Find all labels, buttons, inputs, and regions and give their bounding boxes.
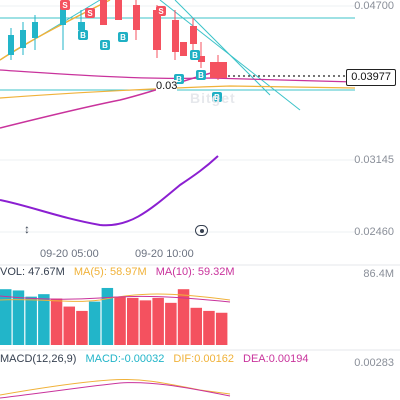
svg-text:B: B [120,33,126,42]
volume-bar [50,298,63,345]
watermark-logo: Bitget [190,90,236,106]
volume-ma10: MA(10): 59.32M [155,266,235,278]
time-label-2: 09-20 10:00 [135,248,194,260]
volume-bar [165,302,177,345]
price-label-top: 0.04700 [354,0,394,12]
volume-bar [12,290,25,345]
volume-bars [0,287,228,345]
volume-header: VOL: 47.67M MA(5): 58.97M MA(10): 59.32M [0,266,241,278]
volume-bar [215,312,228,345]
buy-marker[interactable]: B [190,50,200,60]
buy-marker[interactable]: B [78,30,88,40]
volume-bar [0,289,12,345]
macd-axis-label: 0.00283 [354,357,394,369]
svg-text:B: B [198,71,204,80]
svg-text:B: B [176,75,182,84]
volume-bar [203,310,215,345]
volume-bar [101,287,114,345]
volume-bar [190,307,202,345]
volume-value: VOL: 47.67M [0,266,65,278]
volume-bar [88,301,101,345]
sell-marker[interactable]: S [60,0,70,10]
indicator-curve [0,155,219,227]
svg-text:B: B [214,93,220,102]
svg-text:S: S [62,1,68,10]
macd-header: MACD(12,26,9) MACD:-0.00032 DIF:0.00162 … [0,353,314,365]
volume-bar [127,297,139,345]
volume-ma-lines [0,293,231,303]
svg-text:B: B [80,31,86,40]
svg-text:S: S [87,9,93,18]
macd-value: MACD:-0.00032 [85,353,165,365]
price-label-mid: 0.03145 [354,154,394,166]
candlesticks[interactable] [8,0,227,80]
sell-marker[interactable]: S [85,8,95,18]
volume-bar [177,289,190,345]
trend-lines[interactable] [0,0,355,111]
volume-bar [152,297,164,345]
volume-bar [25,296,37,345]
sell-marker[interactable]: S [156,6,166,16]
buy-marker[interactable]: B [212,92,222,102]
macd-plot [0,379,231,399]
trade-markers[interactable]: S S S B B B B B [60,0,222,102]
drag-vertical-icon[interactable]: ↕ [24,222,30,236]
price-label-low: 0.02460 [354,226,394,238]
volume-bar [139,300,152,345]
svg-text:B: B [192,51,198,60]
grid-lines [0,5,400,351]
buy-marker[interactable]: B [118,32,128,42]
volume-bar [63,306,75,345]
eye-icon[interactable] [195,225,208,236]
buy-marker[interactable]: B [100,40,110,50]
volume-bar [114,296,126,345]
volume-bar [38,294,50,345]
macd-dif: DIF:0.00162 [173,353,234,365]
price-crosshair-label: 0.03 [156,80,178,92]
moving-average-lines [0,0,356,129]
time-label-1: 09-20 05:00 [40,248,99,260]
volume-ma5: MA(5): 58.97M [73,266,147,278]
macd-title: MACD(12,26,9) [0,353,77,365]
volume-bar [76,310,88,345]
buy-marker[interactable]: B [196,70,206,80]
svg-text:B: B [102,41,108,50]
macd-dea: DEA:0.00194 [243,353,309,365]
svg-text:S: S [158,7,164,16]
volume-axis-max: 86.4M [363,268,394,280]
current-price-tag: 0.03977 [346,69,396,86]
